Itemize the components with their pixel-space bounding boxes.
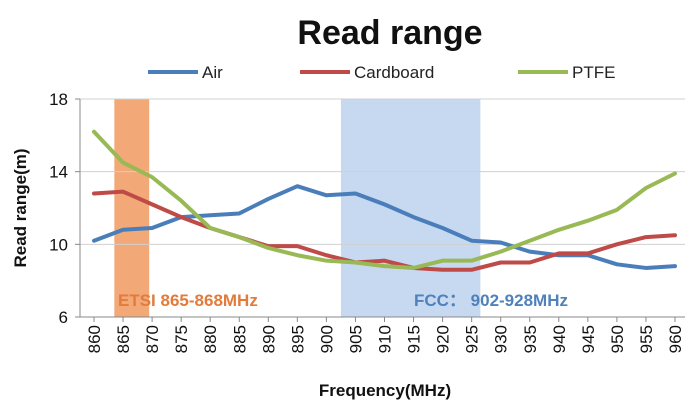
x-tick-label: 945	[579, 325, 598, 353]
x-tick-label: 870	[143, 325, 162, 353]
legend-label-air: Air	[202, 63, 223, 82]
x-tick-label: 900	[317, 325, 336, 353]
legend-label-cardboard: Cardboard	[354, 63, 434, 82]
x-tick-label: 890	[259, 325, 278, 353]
x-tick-labels: 860 865 870 875 880 885 890 895 900 905 910 915 920 9…	[85, 325, 685, 353]
series-line-ptfe	[92, 129, 677, 270]
x-tick-label: 910	[376, 325, 395, 353]
x-tick-label: 925	[463, 325, 482, 353]
band-label-1: FCC： 902-928MHz	[414, 291, 568, 310]
x-tick-label: 860	[85, 325, 104, 353]
x-tick-label: 950	[608, 325, 627, 353]
band-label-0: ETSI 865-868MHz	[118, 291, 258, 310]
series-lines	[92, 129, 677, 272]
y-axis-label: Read range(m)	[11, 148, 30, 267]
x-tick-label: 865	[114, 325, 133, 353]
legend-label-ptfe: PTFE	[572, 63, 615, 82]
y-tick-label: 6	[59, 308, 68, 327]
x-tick-label: 930	[492, 325, 511, 353]
x-tick-label: 885	[230, 325, 249, 353]
gridlines	[80, 98, 685, 245]
x-tick-label: 960	[666, 325, 685, 353]
y-tick-label: 14	[49, 163, 68, 182]
series-line-cardboard	[92, 189, 677, 272]
x-tick-label: 875	[172, 325, 191, 353]
x-tick-label: 880	[201, 325, 220, 353]
y-tick-label: 10	[49, 235, 68, 254]
x-tick-label: 940	[550, 325, 569, 353]
y-tick-label: 18	[49, 90, 68, 109]
axes	[75, 98, 685, 322]
frequency-bands	[114, 99, 481, 317]
chart-title: Read range	[297, 14, 482, 52]
x-tick-label: 955	[637, 325, 656, 353]
x-tick-label: 915	[405, 325, 424, 353]
x-axis-label: Frequency(MHz)	[319, 381, 451, 400]
x-tick-label: 935	[521, 325, 540, 353]
x-tick-label: 895	[288, 325, 307, 353]
band-0	[114, 99, 150, 317]
band-1	[340, 99, 481, 317]
x-tick-label: 905	[346, 325, 365, 353]
legend: Air Cardboard PTFE	[148, 63, 615, 82]
x-tick-label: 920	[434, 325, 453, 353]
band-labels: ETSI 865-868MHz FCC： 902-928MHz	[118, 291, 568, 310]
y-tick-labels: 6 10 14 18	[49, 90, 68, 327]
